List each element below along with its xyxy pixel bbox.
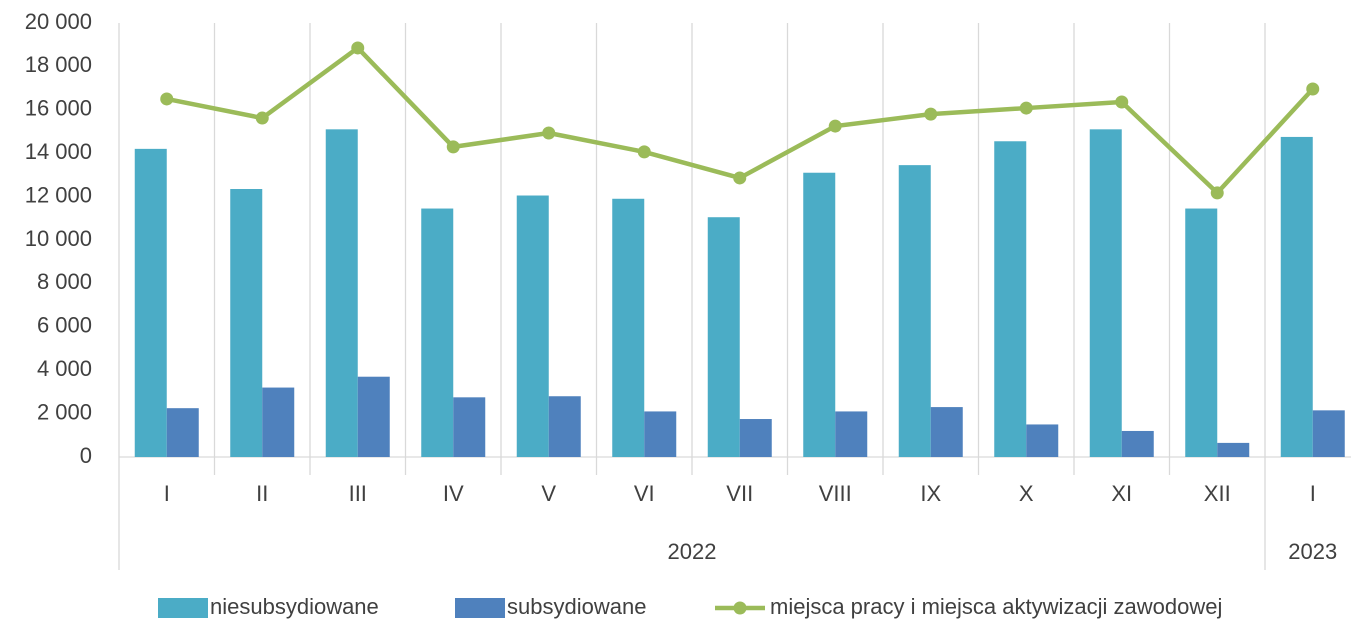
x-tick-label: I [1310, 481, 1316, 506]
bar [739, 419, 772, 457]
line-marker [637, 145, 651, 159]
line-marker [924, 107, 938, 121]
group-label: 2022 [668, 539, 717, 564]
bar [548, 396, 581, 457]
bar [994, 141, 1027, 457]
bar [1217, 442, 1250, 457]
bar [803, 172, 836, 458]
line-marker [1019, 101, 1033, 115]
bar [1185, 208, 1218, 457]
legend-swatch [158, 598, 208, 618]
bar [453, 397, 486, 457]
bar [898, 165, 931, 457]
bar [230, 189, 263, 457]
line-marker [1306, 82, 1320, 96]
x-tick-label: II [256, 481, 268, 506]
legend-swatch [455, 598, 505, 618]
x-tick-label: IX [920, 481, 941, 506]
y-tick-label: 2 000 [37, 399, 92, 424]
legend-label: niesubsydiowane [210, 594, 379, 619]
x-tick-label: IV [443, 481, 464, 506]
x-tick-label: V [541, 481, 556, 506]
bar [325, 129, 358, 457]
bar [516, 195, 549, 457]
y-tick-label: 4 000 [37, 356, 92, 381]
legend-label: subsydiowane [507, 594, 646, 619]
x-tick-label: VII [726, 481, 753, 506]
bar [835, 411, 868, 457]
line-marker [446, 140, 460, 154]
y-tick-label: 0 [80, 443, 92, 468]
y-tick-label: 18 000 [25, 52, 92, 77]
legend-swatch [733, 601, 747, 615]
x-tick-label: VIII [819, 481, 852, 506]
bar [644, 411, 677, 457]
y-tick-label: 8 000 [37, 269, 92, 294]
legend-label: miejsca pracy i miejsca aktywizacji zawo… [770, 594, 1222, 619]
line-marker [1210, 186, 1224, 200]
bar [166, 408, 199, 457]
line-marker [255, 111, 269, 125]
x-tick-label: I [164, 481, 170, 506]
bar [1026, 424, 1059, 457]
bar [1121, 430, 1154, 457]
y-tick-label: 20 000 [25, 9, 92, 34]
y-tick-label: 16 000 [25, 96, 92, 121]
bar [930, 407, 963, 457]
line-marker [828, 119, 842, 133]
y-tick-label: 14 000 [25, 139, 92, 164]
x-tick-label: XII [1204, 481, 1231, 506]
bar [707, 217, 740, 457]
bar [262, 387, 295, 457]
y-tick-label: 12 000 [25, 182, 92, 207]
bar [421, 208, 454, 457]
line-marker [1115, 95, 1129, 109]
bar [1280, 136, 1313, 458]
bar [1089, 129, 1122, 457]
bar [612, 198, 645, 457]
x-tick-label: III [349, 481, 367, 506]
line-marker [733, 171, 747, 185]
y-tick-label: 6 000 [37, 313, 92, 338]
bar [357, 376, 390, 457]
x-tick-label: VI [634, 481, 655, 506]
bar [134, 148, 167, 458]
x-tick-label: X [1019, 481, 1034, 506]
line-marker [160, 92, 174, 106]
line-marker [542, 126, 556, 140]
line-marker [351, 41, 365, 55]
y-tick-label: 10 000 [25, 226, 92, 251]
x-tick-label: XI [1111, 481, 1132, 506]
bar [1312, 410, 1345, 457]
group-label: 2023 [1288, 539, 1337, 564]
